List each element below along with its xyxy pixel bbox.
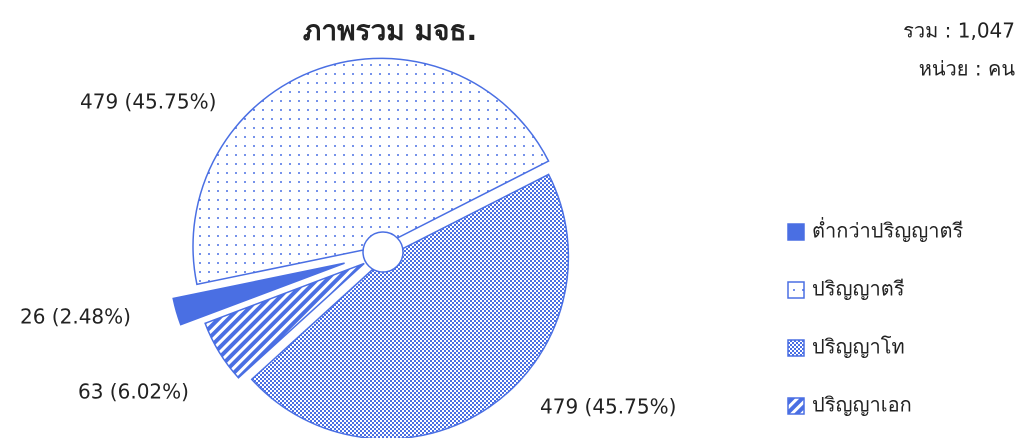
legend-label: ปริญญาตรี bbox=[812, 277, 905, 301]
legend-swatch bbox=[787, 339, 805, 357]
pie-slice bbox=[204, 262, 365, 379]
pie-slice bbox=[250, 173, 570, 438]
legend-label: ปริญญาโท bbox=[812, 335, 905, 359]
data-label: 479 (45.75%) bbox=[80, 90, 216, 114]
unit-label: หน่วย : คน bbox=[919, 57, 1016, 81]
chart-title: ภาพรวม มจธ. bbox=[303, 14, 477, 47]
pie-hole bbox=[362, 231, 404, 273]
pie-slice bbox=[192, 57, 550, 286]
data-label: 479 (45.75%) bbox=[540, 395, 676, 419]
total-label: รวม : 1,047 bbox=[903, 19, 1015, 43]
legend-swatch bbox=[787, 281, 805, 299]
data-label: 63 (6.02%) bbox=[78, 380, 189, 404]
legend-swatch bbox=[787, 223, 805, 241]
data-label: 26 (2.48%) bbox=[20, 305, 131, 329]
legend-label: ปริญญาเอก bbox=[812, 393, 912, 417]
legend-swatch bbox=[787, 397, 805, 415]
legend-label: ต่ำกว่าปริญญาตรี bbox=[812, 217, 964, 243]
pie-slice bbox=[172, 262, 345, 326]
